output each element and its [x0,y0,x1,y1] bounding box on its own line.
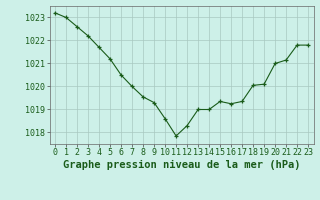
X-axis label: Graphe pression niveau de la mer (hPa): Graphe pression niveau de la mer (hPa) [63,160,300,170]
